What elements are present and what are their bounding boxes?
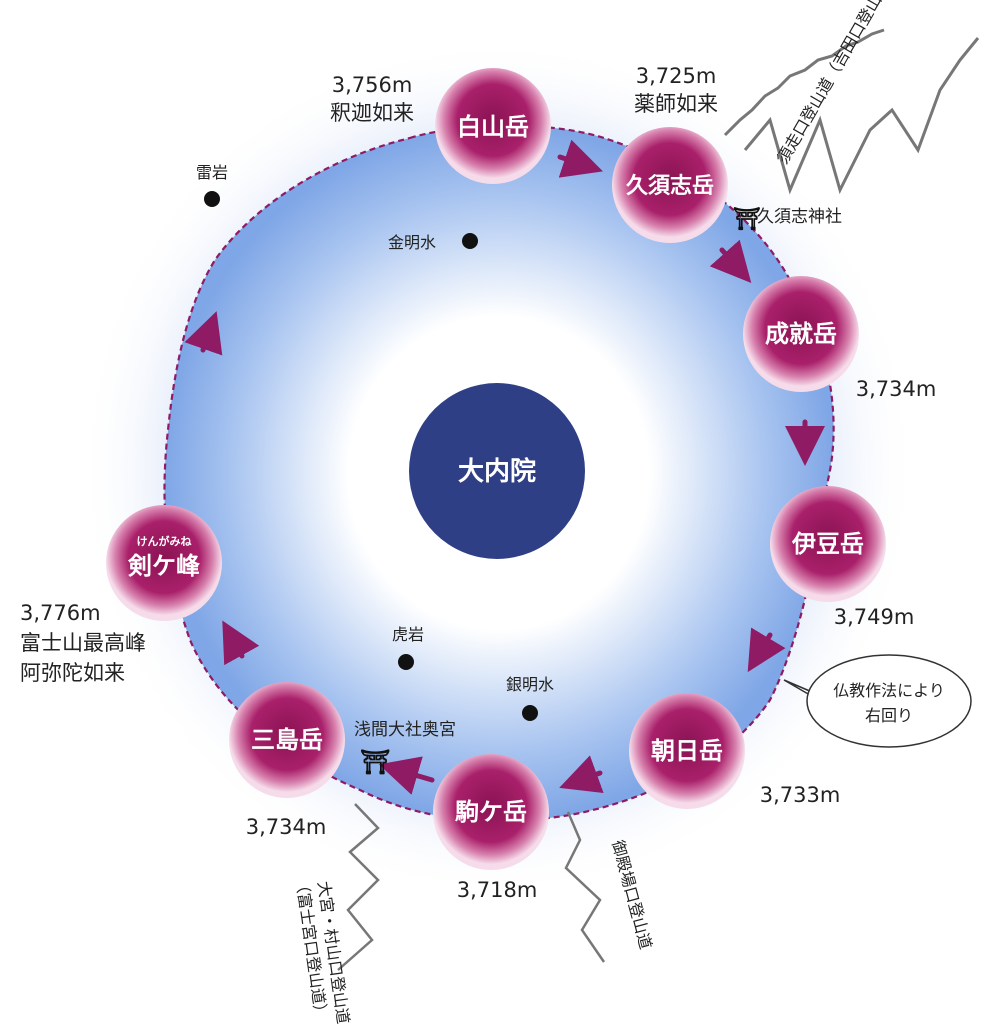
peak-hakusan: 白山岳 <box>435 68 551 184</box>
summit-note-kengamine: 富士山最高峰 <box>20 631 146 655</box>
callout-bubble: 仏教作法により 右回り <box>783 654 972 748</box>
elevation-komagatake: 3,718m <box>457 878 538 902</box>
direction-arrow <box>709 239 752 283</box>
peak-kengamine: けんがみね 剣ケ峰 <box>106 505 222 621</box>
peak-furigana-kengamine: けんがみね <box>137 534 192 548</box>
direction-arrow <box>222 620 260 666</box>
shrine-kusushi: ⛩ 久須志神社 <box>733 207 842 232</box>
buddha-hakusan: 釈迦如来 <box>330 101 414 125</box>
peak-asahi: 朝日岳 <box>629 693 745 809</box>
direction-arrow <box>378 756 435 795</box>
subashiri-trail-line <box>723 28 980 195</box>
peak-name-jojuu: 成就岳 <box>765 320 837 348</box>
point-label: 虎岩 <box>392 625 424 644</box>
shrine-label: 浅間大社奥宮 <box>354 720 456 740</box>
peak-name-kengamine: 剣ケ峰 <box>127 552 200 580</box>
crater-walk-route <box>163 124 835 823</box>
point-label: 金明水 <box>388 233 436 252</box>
point-dot <box>462 233 478 249</box>
shrine-sengen-okumiya: 浅間大社奥宮 ⛩ <box>354 720 456 776</box>
point-dot <box>522 705 538 721</box>
callout-line-2: 右回り <box>865 706 913 725</box>
elevation-kengamine: 3,776m <box>20 601 101 625</box>
buddha-kengamine: 阿弥陀如来 <box>20 661 125 685</box>
point-toraiwa: 虎岩 <box>392 625 424 670</box>
torii-icon: ⛩ <box>360 748 390 776</box>
direction-arrow <box>184 311 223 356</box>
peak-name-izu: 伊豆岳 <box>791 530 864 558</box>
elevation-kusushi: 3,725m <box>636 64 717 88</box>
peak-komagatake: 駒ケ岳 <box>433 754 549 870</box>
direction-arrows <box>184 139 825 795</box>
peak-izu: 伊豆岳 <box>770 486 886 602</box>
buddha-kusushi: 薬師如来 <box>634 92 718 116</box>
daiinin-crater <box>409 383 585 559</box>
direction-arrow <box>559 755 604 793</box>
point-kaminariiwa: 雷岩 <box>196 163 228 207</box>
peak-jojuu: 成就岳 <box>743 276 859 392</box>
point-kinmeisui: 金明水 <box>388 233 478 252</box>
peak-mishima: 三島岳 <box>229 682 345 798</box>
peak-kusushi: 久須志岳 <box>612 127 728 243</box>
point-dot <box>204 191 220 207</box>
peak-name-hakusan: 白山岳 <box>457 113 529 141</box>
direction-arrow <box>557 139 603 178</box>
peak-name-kusushi: 久須志岳 <box>626 173 714 199</box>
direction-arrow <box>747 627 786 673</box>
gotemba-trail-line <box>564 811 606 963</box>
elevation-asahi: 3,733m <box>760 783 841 807</box>
point-label: 雷岩 <box>196 163 228 182</box>
point-ginmeisui: 銀明水 <box>506 675 554 721</box>
elevation-jojuu: 3,734m <box>856 377 937 401</box>
elevation-hakusan: 3,756m <box>332 73 413 97</box>
torii-icon: ⛩ <box>733 207 761 232</box>
callout-line-1: 仏教作法により <box>833 681 945 700</box>
trail-label-subashiri: 須走口登山道（吉田口登山道） <box>773 0 901 167</box>
peak-name-asahi: 朝日岳 <box>651 737 723 765</box>
point-dot <box>398 654 414 670</box>
fujinomiya-trail-line <box>337 803 380 971</box>
elevation-izu: 3,749m <box>834 605 915 629</box>
peak-name-mishima: 三島岳 <box>251 726 323 754</box>
elevation-mishima: 3,734m <box>246 815 327 839</box>
point-label: 銀明水 <box>506 675 554 694</box>
daiinin-label: 大内院 <box>458 456 536 487</box>
peak-name-komagatake: 駒ケ岳 <box>455 798 527 826</box>
shrine-label: 久須志神社 <box>757 207 842 227</box>
